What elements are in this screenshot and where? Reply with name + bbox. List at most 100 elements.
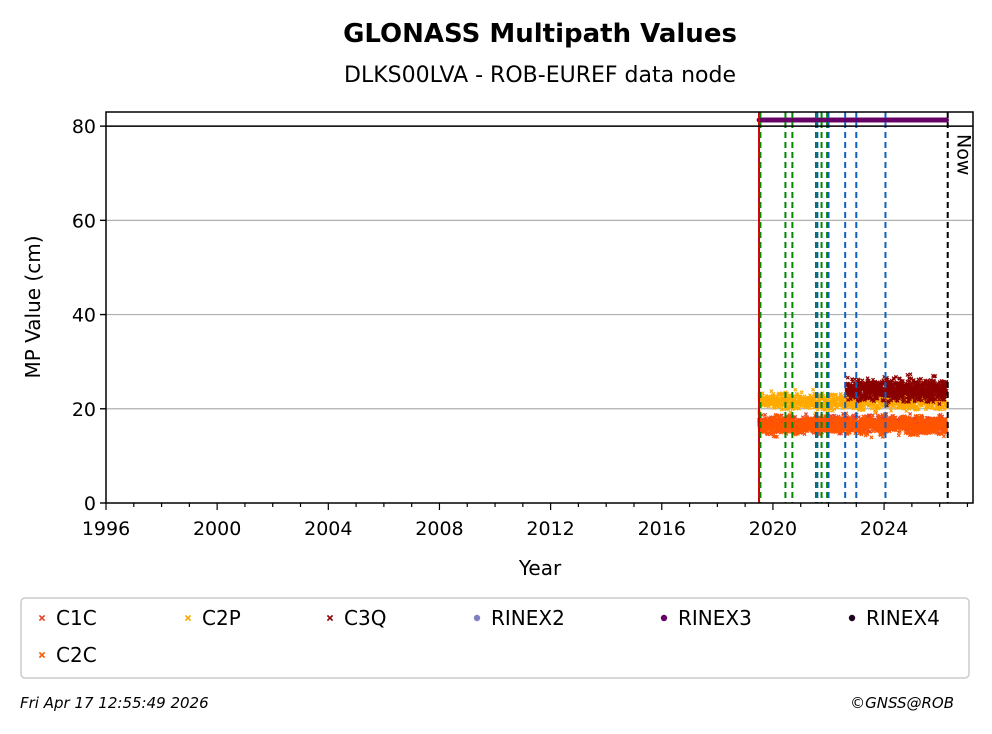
point (876, 414, 881, 419)
point (904, 408, 909, 414)
point (887, 429, 892, 434)
y-gridlines (106, 125, 973, 410)
legend-label: C2P (202, 606, 241, 630)
point (908, 411, 913, 417)
legend-label: RINEX3 (678, 606, 752, 630)
point (787, 416, 792, 421)
point (833, 392, 839, 397)
point (897, 428, 902, 434)
x-axis-label: Year (518, 556, 562, 580)
point (909, 417, 914, 422)
y-axis-label: MP Value (cm) (21, 235, 45, 378)
x-tick-label: 2016 (638, 518, 686, 540)
point (906, 429, 911, 434)
x-tick-label: 2024 (860, 518, 908, 540)
point (774, 434, 779, 439)
point (913, 418, 918, 424)
point (800, 431, 805, 436)
point (763, 412, 768, 417)
point (823, 407, 828, 412)
point (845, 375, 850, 380)
point (865, 376, 870, 381)
x-tick-label: 2008 (415, 518, 463, 540)
point (829, 404, 834, 409)
legend: C1C C2P C3Q RINEX2 RINEX3 RINEX4 C2C (20, 597, 970, 679)
point (799, 390, 804, 395)
point (807, 405, 812, 410)
point (884, 417, 889, 422)
y-tick-label: 40 (72, 305, 96, 327)
point (862, 397, 867, 402)
now-label: Now (953, 134, 975, 175)
series-c2c (757, 409, 949, 440)
point (870, 426, 875, 431)
point (845, 397, 851, 402)
point (811, 387, 816, 392)
point (941, 434, 946, 439)
point (865, 432, 870, 437)
point (796, 406, 801, 411)
point (838, 391, 843, 396)
series-rinex3 (756, 117, 950, 123)
legend-label: C3Q (344, 606, 386, 630)
point (805, 404, 810, 410)
data-points (756, 117, 950, 440)
legend-label: RINEX2 (491, 606, 565, 630)
point (793, 387, 798, 392)
point (893, 415, 898, 420)
event-lines (758, 112, 949, 503)
point (890, 413, 895, 418)
x-tick-label: 2020 (749, 518, 797, 540)
point (869, 414, 874, 419)
point (848, 415, 853, 420)
legend-marker (848, 614, 856, 622)
point (774, 417, 779, 422)
point (927, 420, 932, 425)
point (943, 417, 948, 422)
y-tick-label: 60 (72, 210, 96, 232)
chart-title: GLONASS Multipath Values (343, 19, 737, 49)
point (852, 377, 857, 382)
point (916, 407, 921, 412)
axes: 0 20 40 60 80 1996 2000 2004 2008 2012 2016 2020 202… (72, 111, 975, 540)
point (867, 413, 872, 418)
point (869, 406, 874, 411)
point (864, 416, 869, 421)
point (880, 412, 885, 417)
point (944, 117, 950, 123)
point (856, 378, 861, 383)
point (804, 429, 810, 434)
point (832, 415, 837, 421)
point (879, 420, 884, 425)
point (916, 415, 921, 420)
point (803, 412, 808, 417)
x-tick-label: 2012 (526, 518, 574, 540)
chart-subtitle: DLKS00LVA - ROB-EUREF data node (344, 63, 736, 88)
y-tick-label: 80 (72, 116, 96, 138)
point (777, 392, 782, 397)
point (936, 428, 941, 433)
point (795, 431, 800, 436)
y-tick-label: 0 (84, 493, 96, 515)
point (780, 391, 785, 396)
point (847, 430, 852, 435)
series-c3q (844, 372, 949, 408)
point (896, 433, 901, 438)
point (889, 408, 894, 413)
point (940, 417, 945, 423)
point (938, 414, 943, 419)
x-tick-label: 2004 (304, 518, 352, 540)
x-tick-label: 2000 (193, 518, 241, 540)
point (907, 406, 912, 411)
point (880, 434, 885, 439)
y-tick-label: 20 (72, 399, 96, 421)
point (888, 426, 893, 431)
x-tick-label: 1996 (82, 518, 130, 540)
point (851, 428, 856, 433)
point (787, 393, 792, 398)
point (861, 407, 866, 412)
point (794, 395, 799, 401)
footer-copyright: ©GNSS@ROB (850, 694, 954, 712)
point (869, 435, 874, 440)
legend-label: C1C (56, 606, 97, 630)
